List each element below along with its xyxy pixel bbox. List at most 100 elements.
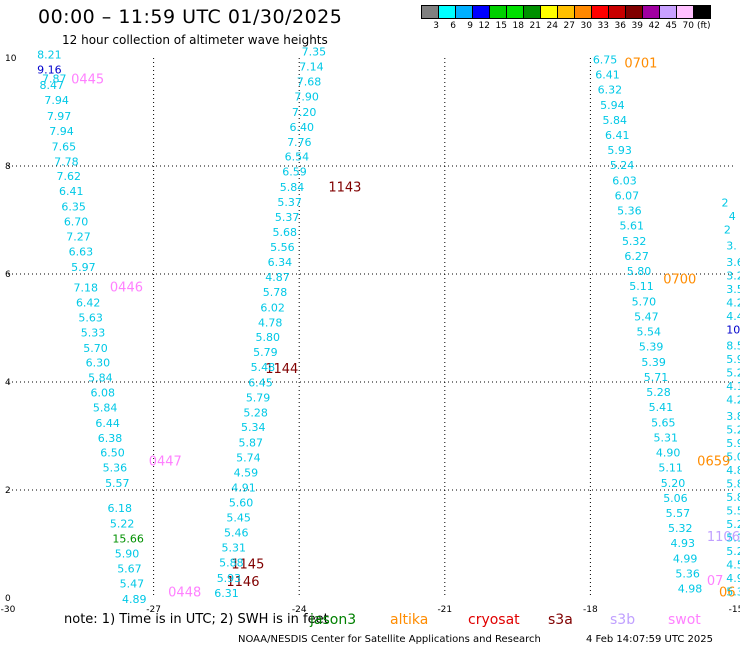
swh-value-label: 5.36 [103, 462, 128, 475]
swh-value-label: 7.14 [299, 60, 324, 73]
swh-value-label: 4.98 [678, 583, 703, 596]
swh-value-label: 5.48 [251, 361, 276, 374]
swh-value-label: 6.41 [595, 69, 620, 82]
swh-value-label: 5.52 [726, 504, 740, 517]
swh-value-label: 6.18 [107, 502, 132, 515]
legend-altika: altika [390, 612, 429, 628]
generation-timestamp: 4 Feb 14:07:59 UTC 2025 [586, 634, 713, 645]
color-scale-tick: 33 [597, 21, 609, 31]
swh-value-label: 5.39 [726, 585, 740, 598]
swh-value-label: 3.87 [726, 410, 740, 423]
swh-value-label: 5.47 [634, 310, 659, 323]
color-scale-tick: 3 [433, 21, 439, 31]
y-tick-label: 6 [5, 270, 11, 280]
swh-value-label: 5.60 [229, 497, 254, 510]
swh-value-label: 4.20 [726, 394, 740, 407]
swh-value-label: 15.66 [112, 532, 144, 545]
color-scale-tick: 39 [631, 21, 643, 31]
swh-value-label: 5.24 [610, 159, 635, 172]
swh-value-label: 4.93 [670, 537, 695, 550]
swh-value-label: 8.55 [726, 340, 740, 353]
swh-value-label: 8.47 [40, 79, 64, 92]
time-label-s3b: 1106 [707, 530, 740, 545]
color-swatch [693, 5, 711, 19]
swh-value-label: 8.21 [37, 49, 62, 62]
swh-value-label: 5.68 [273, 226, 298, 239]
swh-value-label: 5.28 [646, 386, 671, 399]
swh-value-label: 4.78 [258, 316, 283, 329]
legend-swot: swot [668, 612, 701, 628]
swh-value-label: 3. [726, 240, 737, 253]
swh-value-label: 5.78 [263, 286, 288, 299]
swh-value-label: 5.80 [256, 331, 281, 344]
swh-value-label: 6.31 [214, 587, 239, 600]
swh-value-label: 6.08 [91, 387, 116, 400]
swh-value-label: 5.36 [617, 205, 642, 218]
swh-value-label: 6.35 [61, 200, 86, 213]
swh-value-label: 7.65 [52, 140, 77, 153]
swh-value-label: 5.34 [241, 421, 266, 434]
x-tick-label: -27 [146, 605, 161, 615]
time-label-s3a: 1146 [226, 575, 259, 590]
swh-value-label: 10.70 [726, 323, 740, 336]
time-label-altika: 0659 [697, 455, 730, 470]
swh-value-label: 4.87 [265, 271, 290, 284]
swh-value-label: 5.79 [246, 391, 271, 404]
color-scale-tick: 36 [614, 21, 626, 31]
swh-value-label: 5.33 [81, 327, 106, 340]
time-label-s3a: 1144 [265, 362, 298, 377]
y-tick-label: 8 [5, 162, 11, 172]
y-tick-label: 2 [5, 486, 11, 496]
y-tick-label: 10 [5, 54, 17, 64]
swh-value-label: 5.80 [726, 491, 740, 504]
swh-value-label: 5.27 [726, 367, 740, 380]
swh-value-label: 6.02 [260, 301, 285, 314]
swh-value-label: 7.87 [42, 72, 66, 85]
swh-value-label: 5.29 [726, 545, 740, 558]
swh-value-label: 5.87 [726, 477, 740, 490]
chart-subtitle: 12 hour collection of altimeter wave hei… [62, 33, 328, 47]
swh-value-label: 5.93 [217, 572, 242, 585]
swh-value-label: 4.99 [726, 572, 740, 585]
swh-value-label: 5.84 [93, 402, 118, 415]
legend-s3b: s3b [610, 612, 636, 628]
swh-value-label: 5.36 [675, 567, 700, 580]
swh-value-label: 4.59 [234, 467, 259, 480]
swh-value-label: 7.76 [287, 136, 312, 149]
swh-value-label: 5.90 [115, 548, 140, 561]
swh-value-label: 5.31 [653, 431, 678, 444]
swh-value-label: 5.37 [277, 196, 302, 209]
swh-value-label: 4.91 [231, 482, 256, 495]
swh-value-label: 6.44 [95, 417, 120, 430]
swh-value-label: 6.41 [605, 129, 630, 142]
swh-value-label: 5.97 [726, 437, 740, 450]
swh-value-label: 5.56 [270, 241, 295, 254]
swh-value-label: 5.57 [105, 477, 130, 490]
swh-value-label: 3.5 [726, 283, 740, 296]
swh-value-label: 3.6 [726, 256, 740, 269]
color-scale-tick: 70 [682, 21, 694, 31]
swh-value-label: 6.27 [624, 250, 649, 263]
swh-value-label: 2 [724, 224, 731, 237]
swh-value-label: 4.89 [122, 593, 147, 606]
swh-value-label: 5.57 [666, 507, 691, 520]
time-label-altika: 06 [719, 585, 736, 600]
swh-value-label: 5.61 [620, 220, 645, 233]
data-labels: 0445 0446 0447 0448 07 1143 1144 1145 1146 0701 07… [37, 45, 740, 606]
swh-value-label: 4.23 [726, 296, 740, 309]
swh-value-label: 5.67 [117, 563, 142, 576]
swh-value-label: 5.70 [83, 342, 108, 355]
swh-value-label: 5.19 [726, 531, 740, 544]
swh-value-label: 5.65 [651, 416, 676, 429]
time-label-swot: 0446 [110, 280, 143, 295]
swh-value-label: 5.87 [239, 436, 263, 449]
swh-value-label: 4.86 [726, 464, 740, 477]
time-label-s3a: 1145 [231, 557, 264, 572]
time-label-altika: 0701 [624, 57, 657, 72]
y-tick-label: 4 [5, 378, 11, 388]
swh-value-label: 5.07 [726, 450, 740, 463]
swh-value-label: 5.94 [600, 99, 625, 112]
swh-value-label: 5.32 [622, 235, 647, 248]
time-label-swot: 07 [707, 574, 724, 589]
swh-value-label: 5.97 [726, 353, 740, 366]
